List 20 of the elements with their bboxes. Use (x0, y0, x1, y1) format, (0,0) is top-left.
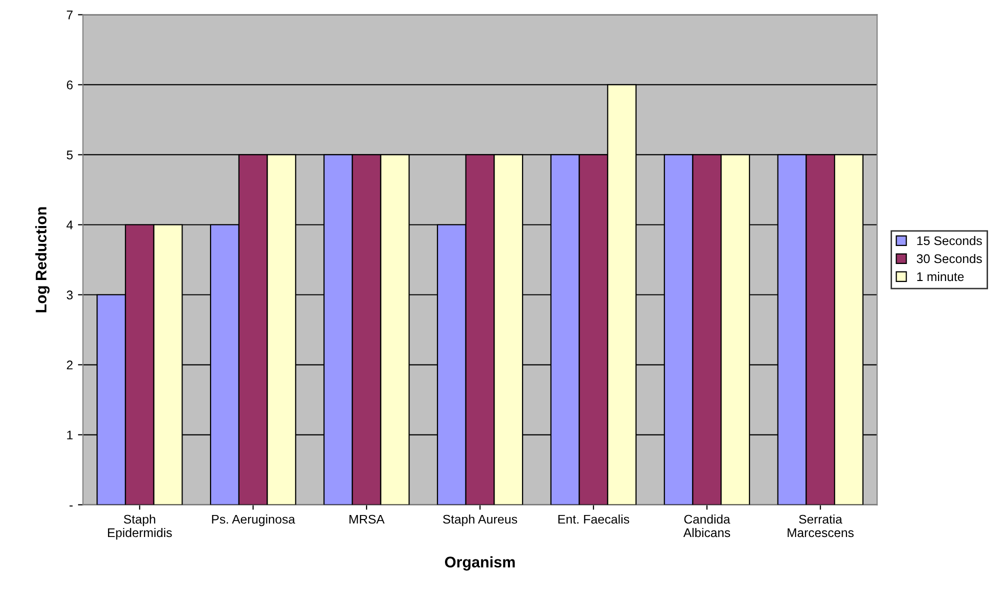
y-tick-label: 3 (66, 290, 73, 300)
x-tick-label: Ps. Aeruginosa (212, 514, 296, 526)
legend-label: 15 Seconds (917, 236, 982, 246)
legend-label: 1 minute (917, 272, 964, 282)
x-tick-label: Staph Epidermidis (108, 514, 172, 540)
y-axis-title: Log Reduction (35, 207, 50, 312)
y-tick-label: - (70, 505, 73, 506)
y-tick-label: 2 (66, 360, 73, 370)
y-tick-label: 5 (66, 150, 73, 160)
y-tick-label: 7 (66, 10, 73, 20)
legend-label: 30 Seconds (916, 254, 982, 264)
x-axis-title: Organism (444, 556, 515, 571)
x-tick-label: Serratia Marcescens (788, 514, 854, 538)
y-tick-label: 4 (66, 220, 73, 230)
x-tick-label: Ent. Faecalis (558, 514, 630, 524)
y-tick-label: 6 (66, 80, 73, 90)
y-tick-label: 1 (67, 430, 73, 440)
x-tick-label: Candida Albicans (683, 514, 730, 538)
x-tick-label: Staph Aureus (443, 514, 518, 526)
x-tick-label: MRSA (350, 514, 385, 524)
